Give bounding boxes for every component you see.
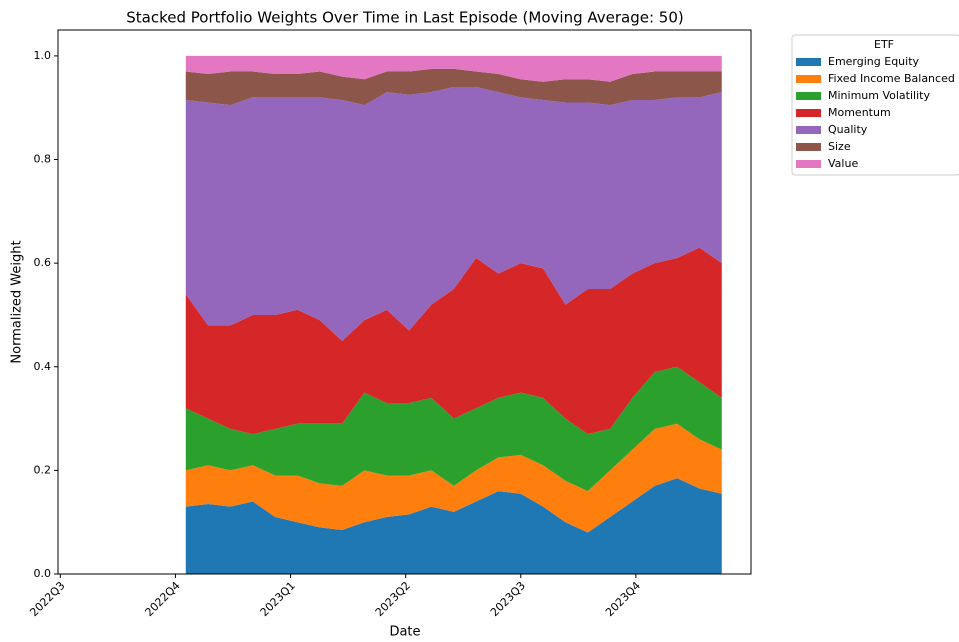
legend-box [791, 34, 959, 176]
x-tick-label: 2023Q1 [258, 579, 298, 619]
legend-label: Fixed Income Balanced [828, 72, 955, 85]
y-tick-label: 0.8 [34, 153, 52, 166]
area [185, 423, 722, 533]
legend-swatch [796, 75, 821, 83]
legend-swatch [796, 58, 821, 66]
x-tick-label: 2022Q3 [27, 579, 67, 619]
legend-label: Momentum [828, 106, 891, 119]
y-tick-label: 0.2 [34, 463, 52, 476]
area [185, 55, 722, 82]
x-axis-label: Date [389, 625, 420, 640]
y-tick-label: 0.0 [34, 567, 52, 580]
legend: ETF Emerging Equity Fixed Income Balanced M… [791, 34, 959, 176]
area [185, 86, 722, 341]
plot-frame [57, 29, 752, 575]
area [185, 68, 722, 106]
x-tick-label: 2023Q2 [373, 579, 413, 619]
y-tick-label: 0.4 [34, 360, 52, 373]
legend-label: Value [828, 157, 858, 170]
legend-label: Size [828, 140, 851, 153]
legend-swatch [796, 109, 821, 117]
area [185, 478, 722, 574]
legend-swatch [796, 92, 821, 100]
x-tick-label: 2023Q4 [603, 579, 643, 619]
area [185, 366, 722, 492]
legend-label: Emerging Equity [828, 55, 920, 68]
area [185, 247, 722, 435]
legend-swatch [796, 143, 821, 151]
legend-swatch [796, 160, 821, 168]
legend-title: ETF [874, 38, 894, 51]
legend-label: Minimum Volatility [828, 89, 930, 102]
chart-title: Stacked Portfolio Weights Over Time in L… [126, 9, 683, 27]
legend-label: Quality [828, 123, 868, 136]
y-tick-label: 0.6 [34, 256, 52, 269]
y-axis-label: Normalized Weight [10, 240, 25, 363]
y-tick-label: 1.0 [34, 49, 52, 62]
x-tick-label: 2022Q4 [143, 579, 183, 619]
legend-swatch [796, 126, 821, 134]
x-tick-label: 2023Q3 [488, 579, 528, 619]
